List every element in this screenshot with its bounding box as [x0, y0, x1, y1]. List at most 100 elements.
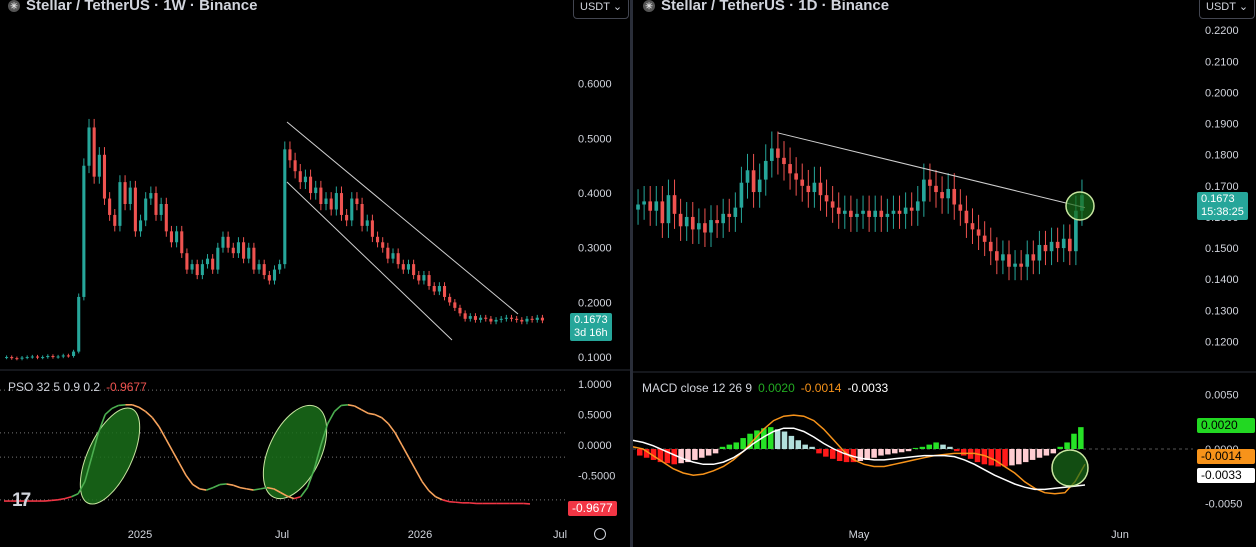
- daily-candle: [776, 148, 780, 158]
- daily-candle: [757, 179, 762, 193]
- weekly-candle: [484, 317, 488, 319]
- pso-indicator-label[interactable]: PSO 32 5 0.9 0.2 -0.9677: [8, 380, 147, 394]
- currency-selector[interactable]: USDT ⌄: [1199, 0, 1256, 19]
- currency-selector[interactable]: USDT ⌄: [573, 0, 630, 19]
- macd-hist-badge: 0.0020: [1197, 418, 1255, 433]
- pso-line-segment: [442, 499, 450, 503]
- macd-histogram-bar: [1022, 449, 1029, 463]
- pso-line-segment: [333, 404, 342, 413]
- pso-line-segment: [90, 432, 100, 458]
- weekly-candle: [319, 187, 323, 204]
- pso-line-segment: [354, 405, 362, 411]
- daily-candle: [666, 195, 671, 224]
- weekly-candle: [138, 220, 143, 232]
- macd-histogram-bar: [960, 449, 967, 456]
- daily-candle: [946, 188, 950, 199]
- macd-histogram-bar: [816, 449, 822, 454]
- weekly-candle: [144, 198, 148, 221]
- weekly-candle: [515, 318, 519, 320]
- weekly-candle: [113, 214, 117, 226]
- weekly-candle: [463, 313, 467, 319]
- price-axis-label: 0.2100: [1205, 56, 1239, 68]
- tradingview-logo-icon: 17: [12, 490, 31, 511]
- weekly-candle: [381, 242, 385, 248]
- macd-histogram-bar: [712, 449, 719, 454]
- weekly-candle: [386, 247, 390, 259]
- macd-histogram-bar: [678, 449, 684, 464]
- macd-histogram-bar: [926, 444, 932, 449]
- weekly-candle: [66, 355, 70, 357]
- macd-histogram-bar: [747, 433, 753, 449]
- macd-histogram-bar: [795, 440, 802, 449]
- weekly-candle: [350, 198, 354, 221]
- daily-candle: [763, 160, 768, 180]
- currency-label: USDT: [580, 1, 610, 13]
- pso-line-segment: [280, 491, 288, 497]
- daily-chart-panel[interactable]: ✳ Stellar / TetherUS · 1D · Binance USDT …: [633, 0, 1256, 547]
- pso-line-segment: [84, 456, 93, 482]
- daily-chart-svg: 0.2200 0.2100 0.2000 0.1900 0.1800 0.17000.16…: [633, 25, 1256, 541]
- macd-histogram-bar: [940, 444, 946, 449]
- channel-upper-line: [286, 121, 519, 315]
- macd-histogram-bar: [850, 449, 857, 463]
- daily-candle: [672, 195, 677, 214]
- weekly-candle: [489, 318, 493, 322]
- pso-line-segment: [199, 488, 207, 491]
- pso-line-segment: [421, 481, 430, 492]
- daily-candle: [909, 207, 914, 211]
- weekly-candle: [82, 165, 86, 297]
- pso-line-segment: [171, 450, 181, 464]
- weekly-candle: [468, 316, 472, 319]
- pso-line-segment: [145, 410, 153, 419]
- weekly-candle: [376, 236, 380, 243]
- weekly-candle: [360, 204, 364, 226]
- macd-signal-value: -0.0033: [847, 381, 889, 395]
- weekly-candle: [10, 357, 14, 359]
- daily-candle: [642, 201, 646, 205]
- daily-candle: [684, 216, 689, 227]
- weekly-candle: [41, 357, 45, 359]
- macd-indicator-label[interactable]: MACD close 12 26 9 0.0020 -0.0014 -0.0033: [642, 381, 888, 395]
- daily-candle: [745, 170, 750, 183]
- pso-line-segment: [313, 444, 322, 470]
- panel-divider[interactable]: [630, 0, 633, 547]
- macd-histogram-bar: [947, 446, 953, 449]
- macd-histogram-bar: [1050, 449, 1057, 454]
- daily-candle: [733, 207, 738, 217]
- weekly-candle: [417, 275, 421, 281]
- weekly-candle: [437, 286, 441, 292]
- weekly-candle: [427, 275, 431, 286]
- macd-histogram-bar: [726, 444, 733, 449]
- daily-candle: [897, 210, 902, 214]
- pso-line-segment: [435, 496, 443, 501]
- macd-histogram-bar: [988, 449, 995, 466]
- weekly-candle: [355, 198, 359, 204]
- macd-histogram-bar: [919, 446, 926, 449]
- weekly-candle: [61, 355, 65, 357]
- daily-candle: [1031, 254, 1036, 261]
- settings-gear-icon[interactable]: [594, 528, 606, 540]
- daily-candle: [806, 185, 811, 193]
- pso-line-segment: [111, 404, 119, 410]
- macd-line: [633, 414, 1086, 495]
- price-badge: 0.1673 3d 16h: [570, 313, 612, 341]
- daily-candle: [678, 213, 683, 227]
- macd-line-value: -0.0014: [800, 381, 842, 395]
- stellar-logo-icon: ✳: [643, 0, 655, 12]
- daily-candle: [703, 223, 707, 233]
- macd-histogram-bar: [1016, 449, 1022, 465]
- weekly-candle: [15, 358, 19, 360]
- daily-candle: [958, 204, 963, 211]
- daily-candle: [824, 195, 829, 202]
- indicator-axis-label: 1.0000: [578, 379, 612, 391]
- weekly-chart-panel[interactable]: ✳ Stellar / TetherUS · 1W · Binance USDT …: [0, 0, 630, 547]
- weekly-candle: [190, 264, 194, 270]
- daily-candle: [1074, 210, 1078, 252]
- macd-histogram-bar: [898, 449, 905, 453]
- daily-candle: [1007, 254, 1011, 267]
- weekly-candle: [499, 318, 503, 320]
- daily-candle: [739, 182, 744, 208]
- time-axis-label: 2025: [128, 529, 152, 541]
- daily-candle: [830, 201, 835, 208]
- pso-line-segment: [212, 483, 221, 489]
